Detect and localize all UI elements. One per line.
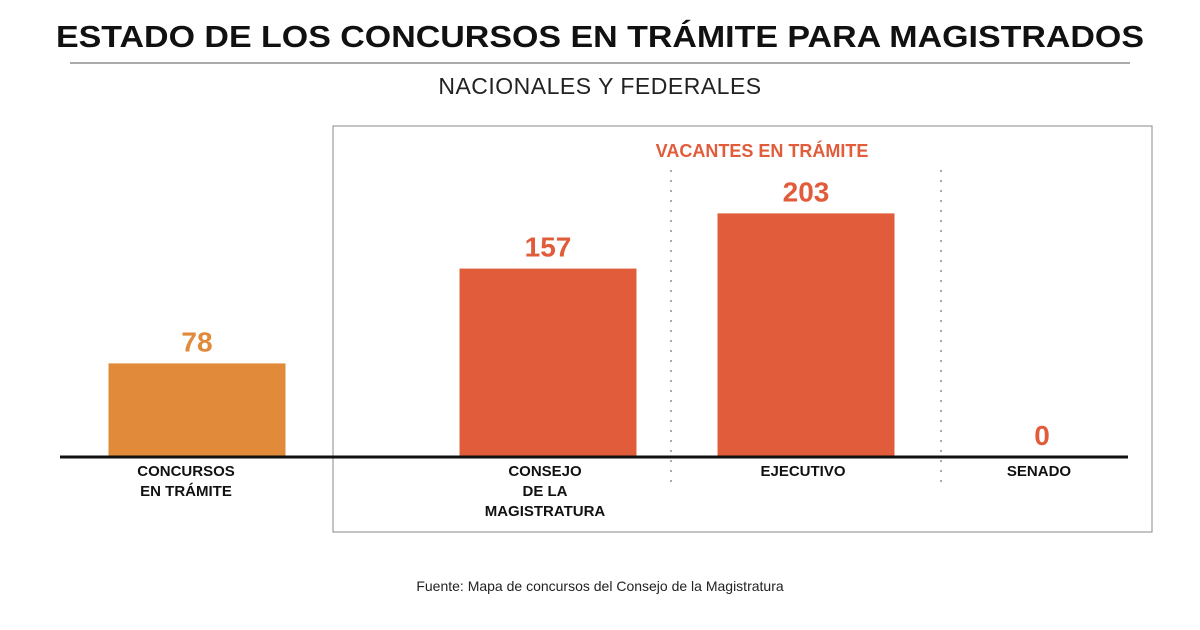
bar (108, 363, 286, 457)
category-label: EN TRÁMITE (140, 483, 232, 500)
category-label: MAGISTRATURA (485, 503, 606, 520)
value-label: 203 (783, 176, 830, 207)
category-label: CONSEJO (508, 463, 582, 480)
vacantes-group-box (332, 125, 1153, 533)
bar (459, 268, 637, 457)
group-label: VACANTES EN TRÁMITE (656, 140, 869, 161)
category-label: CONCURSOS (137, 463, 235, 480)
chart-subtitle: NACIONALES Y FEDERALES (438, 73, 761, 99)
value-label: 157 (525, 232, 572, 263)
category-label: DE LA (523, 483, 568, 500)
value-label: 0 (1034, 420, 1050, 451)
source-note: Fuente: Mapa de concursos del Consejo de… (416, 578, 784, 594)
value-label: 78 (181, 326, 212, 357)
chart-title: ESTADO DE LOS CONCURSOS EN TRÁMITE PARA … (56, 19, 1144, 54)
category-label: SENADO (1007, 463, 1072, 480)
category-label: EJECUTIVO (760, 463, 845, 480)
bar (717, 213, 895, 457)
